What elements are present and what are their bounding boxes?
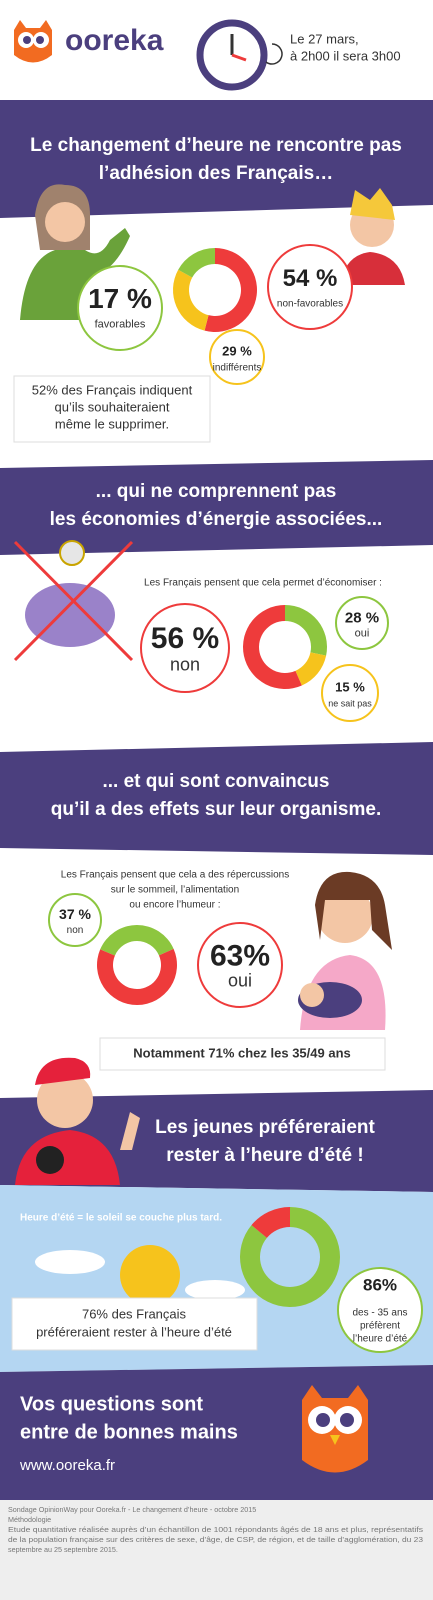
donut-slice [204,248,257,332]
stat-bubble [209,329,265,385]
stat-caption: non [67,925,84,936]
stat-value: 37 % [59,906,91,922]
website-url: www.ooreka.fr [19,1457,115,1474]
donut-slice [239,1207,340,1308]
section-title: Le changement d’heure ne rencontre pas [30,135,402,156]
stat-bubble [267,244,353,330]
stat-caption: oui [355,627,370,639]
stat-value: 86% [363,1275,397,1294]
section-title: l’adhésion des Français… [99,163,333,184]
donut-slice [251,1207,290,1238]
donut-slice [295,652,327,686]
piggy-bank-crossed [13,540,134,662]
note-text: même le supprimer. [55,416,169,431]
donut-slice [243,605,302,689]
mother-illustration [298,871,392,1030]
section-title: rester à l’heure d’été ! [166,1145,363,1166]
stat-value: 56 % [151,622,219,655]
footer-text: Méthodologie [8,1515,51,1524]
logo-owl [14,20,52,63]
intro-text: sur le sommeil, l’alimentation [111,885,239,896]
intro-text: Les Français pensent que cela permet d’é… [144,578,382,589]
stat-bubble [140,603,230,693]
stat-caption: ne sait pas [328,699,372,709]
brand-name: ooreka [65,24,164,57]
stat-value: 63% [210,939,270,972]
note-box [11,1297,258,1351]
note-text: 52% des Français indiquent [32,382,193,397]
stat-value: 28 % [345,609,379,626]
section-title: Les jeunes préféreraient [155,1117,375,1138]
stat-value: 54 % [283,265,338,292]
date-text: Le 27 mars, [290,31,359,46]
donut-slice [100,925,174,956]
stat-bubble [48,893,102,947]
fact-text: Heure d’été = le soleil se couche plus t… [20,1213,222,1224]
footer-text: septembre au 25 septembre 2015. [8,1545,118,1554]
stat-caption: non [170,654,200,674]
note-text: qu’ils souhaiteraient [55,399,170,414]
note-text: 76% des Français [82,1306,187,1321]
band [0,100,433,218]
intro-text: Les Français pensent que cela a des répe… [61,870,289,881]
donut-slice [173,269,209,331]
stat-bubble [335,596,389,650]
section-title: ... et qui sont convaincus [103,771,330,792]
section-title: ... qui ne comprennent pas [96,481,337,502]
stat-caption: l’heure d’été [353,1334,408,1345]
note-box [13,375,211,443]
stat-caption: oui [228,971,252,991]
donut-slice [96,948,177,1006]
clock-icon [196,19,283,91]
sunset-illustration [35,1245,245,1305]
footer-text: Sondage OpinionWay pour Ooreka.fr - Le c… [8,1505,256,1514]
stat-caption: des - 35 ans [352,1308,407,1319]
note-text: Notamment 71% chez les 35/49 ans [133,1045,351,1060]
stat-value: 15 % [335,679,365,694]
young-man-illustration [15,1057,140,1185]
stat-bubble [77,265,163,351]
stat-value: 17 % [88,283,152,314]
woman-illustration [20,184,130,320]
section-title: qu’il a des effets sur leur organisme. [51,799,382,820]
footer-bg [0,1500,433,1600]
band [0,742,433,855]
owl-mascot [302,1385,368,1473]
date-text: à 2h00 il sera 3h00 [290,48,401,63]
section-title: les économies d’énergie associées... [50,509,383,530]
man-illustration [340,188,405,285]
stat-caption: indifférents [213,362,262,373]
intro-text: ou encore l’humeur : [129,900,220,911]
footer-text: de la population française sur des critè… [8,1535,423,1544]
closing-title: entre de bonnes mains [20,1421,238,1443]
donut-slice [178,248,215,278]
note-box [99,1037,386,1071]
stat-bubble [321,664,379,722]
stat-caption: préfèrent [360,1321,400,1332]
stat-caption: non-favorables [277,298,343,309]
stat-bubble [337,1267,423,1353]
band [0,460,433,555]
stat-bubble [197,922,283,1008]
stat-value: 29 % [222,344,252,359]
footer-text: Etude quantitative réalisée auprès d’un … [8,1525,423,1534]
closing-title: Vos questions sont [20,1393,203,1415]
stat-caption: favorables [95,319,146,331]
donut-slice [285,605,328,656]
note-text: préféreraient rester à l’heure d’été [36,1324,232,1339]
